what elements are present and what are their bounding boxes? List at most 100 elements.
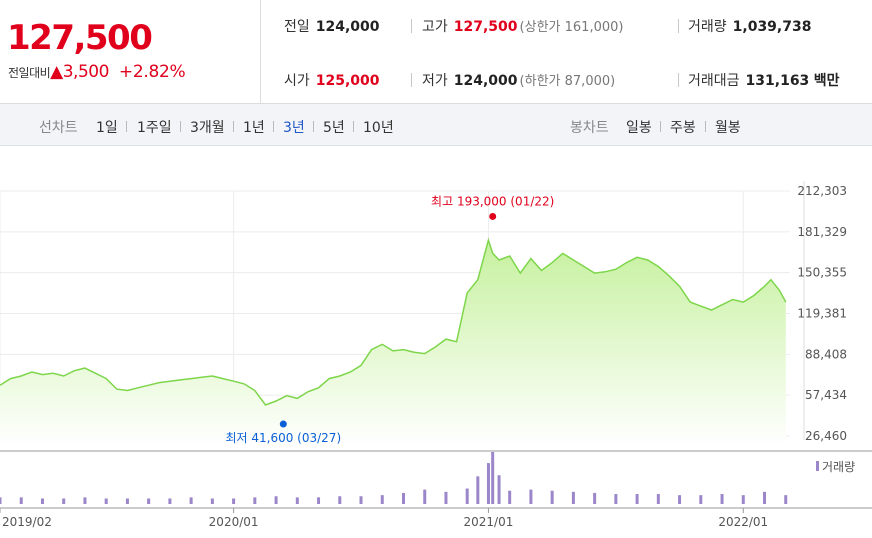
x-axis: 2019/02 2020/01 2021/01 2022/01: [0, 508, 768, 529]
low-value: 124,000: [453, 73, 518, 89]
volume-bar: [253, 497, 257, 504]
low-price: 저가 124,000 (하한가 87,000): [422, 70, 615, 90]
x-tick-label: 2019/02: [2, 515, 52, 529]
volume-bar: [444, 491, 448, 504]
high-value: 127,500: [453, 19, 518, 35]
volume-bar: [486, 463, 490, 504]
divider: [233, 121, 234, 132]
y-axis: 212,303 181,329 150,355 119,381 88,408 57,434…: [797, 184, 847, 443]
y-tick-label: 212,303: [797, 184, 847, 198]
prev-close-label: 전일: [284, 19, 310, 35]
current-price: 127,500: [7, 18, 153, 58]
volume-label: 거래량: [688, 19, 727, 35]
divider: [660, 121, 661, 132]
period-3m[interactable]: 3개월: [190, 120, 225, 136]
upper-limit: (상한가 161,000): [519, 20, 624, 35]
period-bar: 선차트 1일 1주일 3개월 1년 3년 5년 10년 봉차트 일봉 주봉 월봉: [0, 104, 872, 146]
candle-chart-label: 봉차트: [570, 120, 609, 136]
x-tick-label: 2020/01: [209, 515, 259, 529]
period-10y[interactable]: 10년: [363, 120, 394, 136]
price-chart: 212,303 181,329 150,355 119,381 88,408 57,434…: [0, 181, 872, 529]
volume-bar: [423, 489, 427, 504]
volume-bar: [593, 492, 597, 504]
lower-limit-value: 87,000: [564, 74, 611, 89]
open-value: 125,000: [315, 73, 380, 89]
volume-bar: [635, 494, 639, 504]
change-label: 전일대비: [8, 66, 51, 80]
volume-bar: [741, 495, 745, 504]
volume-bar: [232, 498, 236, 504]
volume-bar: [465, 488, 469, 504]
volume-bar: [62, 498, 66, 504]
volume-bar: [104, 498, 108, 504]
y-tick-label: 181,329: [797, 225, 847, 239]
divider: [411, 73, 412, 87]
divider: [705, 121, 706, 132]
volume-bar: [380, 495, 384, 504]
high-annotation: 최고 193,000 (01/22): [431, 194, 554, 208]
open-price: 시가 125,000: [284, 70, 380, 90]
period-5y[interactable]: 5년: [323, 120, 345, 136]
volume-bar: [189, 497, 193, 504]
candle-monthly[interactable]: 월봉: [715, 120, 741, 136]
divider: [678, 73, 679, 87]
price-line: [0, 237, 787, 406]
volume-bar: [19, 497, 23, 504]
high-price: 고가 127,500 (상한가 161,000): [422, 16, 623, 36]
x-tick-label: 2022/01: [718, 515, 768, 529]
prev-close-value: 124,000: [315, 19, 380, 35]
divider: [273, 121, 274, 132]
period-1w[interactable]: 1주일: [137, 120, 172, 136]
high-label: 고가: [422, 19, 448, 35]
trade-amount: 거래대금 131,163 백만: [688, 70, 840, 90]
open-label: 시가: [284, 73, 310, 89]
divider: [411, 19, 412, 33]
volume-bars: [0, 452, 788, 504]
candle-daily[interactable]: 일봉: [626, 120, 652, 136]
change-value: ▲3,500: [50, 62, 109, 82]
period-1y[interactable]: 1년: [243, 120, 265, 136]
volume-bar: [491, 452, 495, 504]
volume-bar: [550, 490, 554, 504]
volume-bar: [274, 496, 278, 504]
volume-bar: [338, 496, 342, 504]
low-label: 저가: [422, 73, 448, 89]
lower-limit-label: 하한가: [524, 74, 561, 89]
volume-bar: [125, 498, 129, 504]
divider: [180, 121, 181, 132]
candle-weekly[interactable]: 주봉: [670, 120, 696, 136]
volume-legend: 거래량: [822, 460, 855, 474]
volume-bar: [571, 491, 575, 504]
period-1d[interactable]: 1일: [96, 120, 118, 136]
prev-close: 전일 124,000: [284, 16, 380, 36]
volume-bar: [678, 495, 682, 504]
change-line: 전일대비▲3,500 +2.82%: [8, 62, 186, 82]
period-3y[interactable]: 3년: [283, 120, 305, 136]
volume-bar: [147, 498, 151, 504]
low-marker: [279, 420, 287, 428]
y-tick-label: 88,408: [805, 347, 847, 361]
volume-bar: [317, 497, 321, 504]
upper-limit-value: 161,000: [564, 20, 619, 35]
divider: [678, 19, 679, 33]
volume-legend-swatch: [816, 461, 819, 471]
high-marker: [489, 212, 497, 220]
volume-bar: [699, 495, 703, 504]
volume-bar: [529, 489, 533, 504]
volume-bar: [168, 498, 172, 504]
change-percent: +2.82%: [118, 62, 186, 82]
y-tick-label: 150,355: [797, 266, 847, 280]
volume-bar: [720, 494, 724, 504]
line-chart-label: 선차트: [39, 120, 78, 136]
volume-bar: [497, 475, 501, 504]
volume-bar: [83, 497, 87, 504]
x-tick-label: 2021/01: [464, 515, 514, 529]
amount-label: 거래대금: [688, 73, 740, 89]
divider: [353, 121, 354, 132]
volume: 거래량 1,039,738: [688, 16, 811, 36]
volume-bar: [40, 498, 44, 504]
amount-value: 131,163: [745, 73, 810, 89]
volume-bar: [0, 497, 2, 504]
volume-bar: [614, 494, 618, 504]
divider: [313, 121, 314, 132]
